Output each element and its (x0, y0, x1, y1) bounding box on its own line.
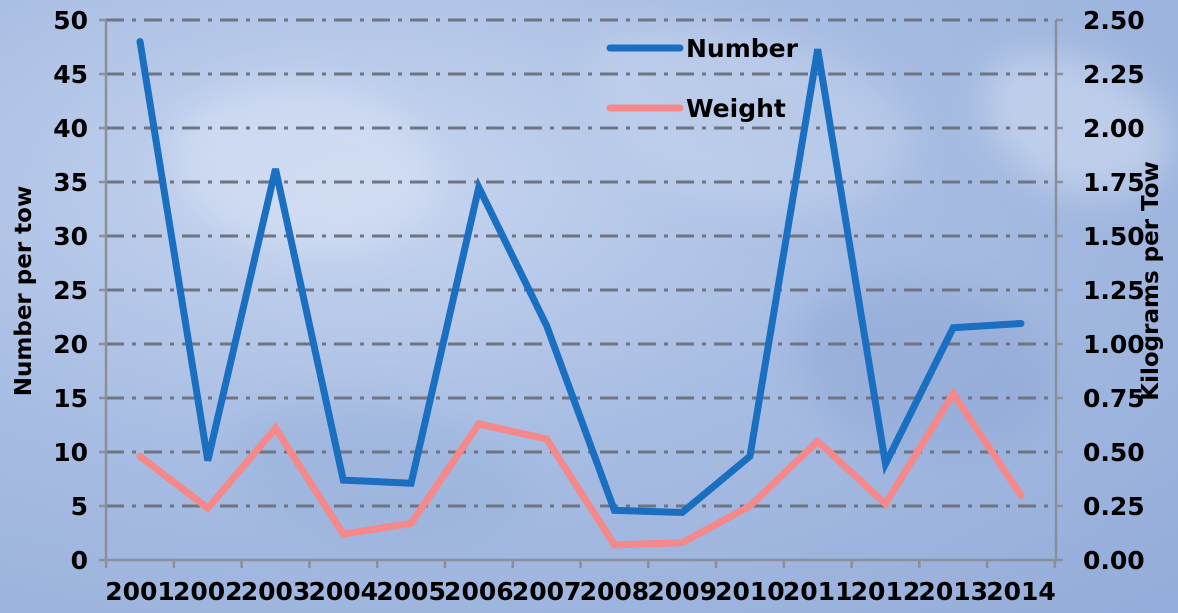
x-tick-label-2002: 2002 (173, 577, 243, 606)
left-tick-label: 40 (53, 114, 88, 143)
left-tick-label: 10 (53, 438, 88, 467)
x-tick-label-2001: 2001 (105, 577, 175, 606)
x-tick-label-2004: 2004 (309, 577, 379, 606)
x-tick-label-2008: 2008 (580, 577, 650, 606)
right-tick-label: 0.25 (1083, 492, 1145, 521)
x-tick-label-2007: 2007 (512, 577, 582, 606)
left-tick-label: 30 (53, 222, 88, 251)
right-tick-label: 1.00 (1083, 330, 1145, 359)
right-tick-label: 1.50 (1083, 222, 1145, 251)
x-tick-label-2013: 2013 (918, 577, 988, 606)
x-tick-label-2003: 2003 (241, 577, 311, 606)
right-tick-label: 2.50 (1083, 6, 1145, 35)
left-tick-label: 25 (53, 276, 88, 305)
left-axis-title: Number per tow (11, 186, 37, 396)
left-tick-label: 35 (53, 168, 88, 197)
left-tick-label: 20 (53, 330, 88, 359)
legend-label-weight: Weight (686, 94, 786, 123)
legend-label-number: Number (686, 34, 799, 63)
x-tick-label-2006: 2006 (444, 577, 514, 606)
right-y-tick-labels: 0.00 0.25 0.50 0.75 1.00 1.25 1.50 1.75 2.00 2.25… (1083, 6, 1145, 575)
right-tick-label: 0.50 (1083, 438, 1145, 467)
axes (99, 18, 1063, 568)
left-tick-label: 5 (71, 492, 88, 521)
right-tick-label: 0.75 (1083, 384, 1145, 413)
right-tick-label: 0.00 (1083, 546, 1145, 575)
left-tick-label: 0 (71, 546, 88, 575)
legend: Number Weight (606, 34, 799, 123)
x-tick-label-2009: 2009 (647, 577, 717, 606)
x-tick-label-2011: 2011 (783, 577, 853, 606)
left-tick-label: 45 (53, 60, 88, 89)
series-line-weight (136, 387, 1025, 549)
left-tick-label: 15 (53, 384, 88, 413)
x-tick-labels: 2001200220032004200520062007200820092010… (105, 577, 1056, 606)
x-tick-label-2012: 2012 (851, 577, 921, 606)
left-y-tick-labels: 0 5 10 15 20 25 30 35 40 45 50 (53, 6, 88, 575)
right-tick-label: 2.25 (1083, 60, 1145, 89)
right-tick-label: 1.75 (1083, 168, 1145, 197)
right-axis-title: Kilograms per Tow (1138, 161, 1164, 400)
grid-lines (106, 18, 1056, 508)
series (136, 38, 1025, 549)
right-tick-label: 1.25 (1083, 276, 1145, 305)
x-tick-label-2010: 2010 (715, 577, 785, 606)
x-tick-label-2014: 2014 (986, 577, 1056, 606)
right-tick-label: 2.00 (1083, 114, 1145, 143)
left-tick-label: 50 (53, 6, 88, 35)
x-tick-label-2005: 2005 (376, 577, 446, 606)
series-line-number (136, 38, 1025, 517)
